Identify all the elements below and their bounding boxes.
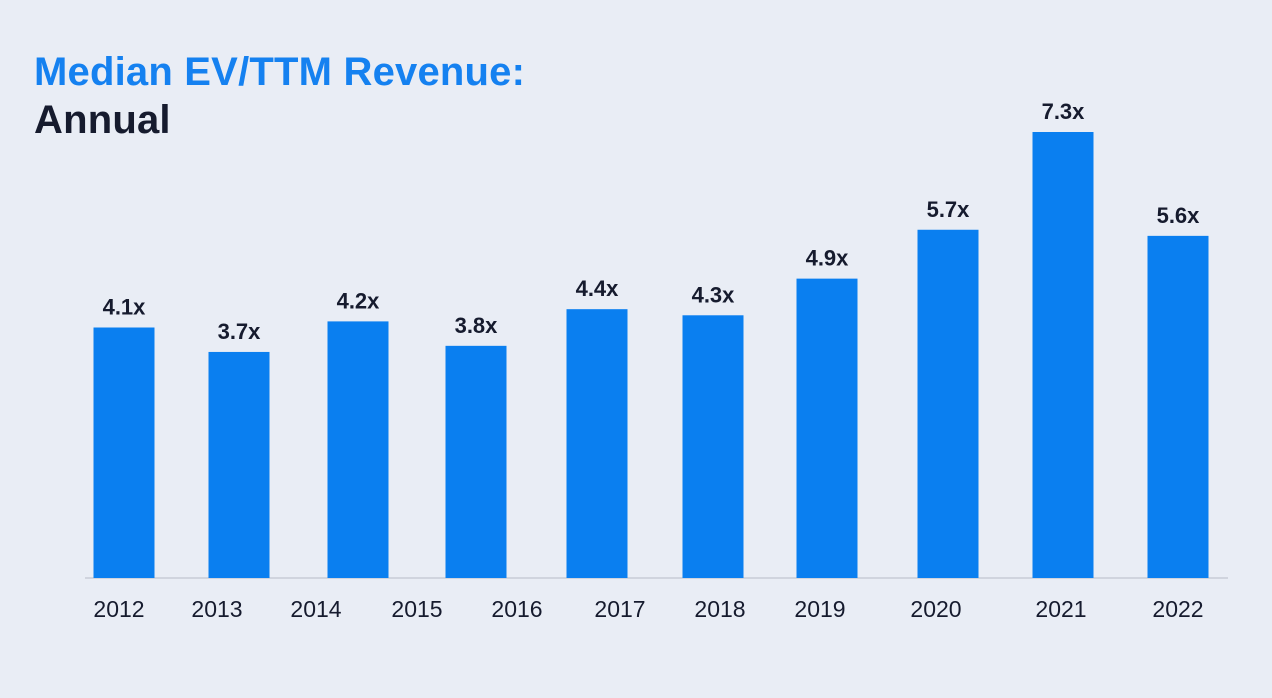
bar-value-label-2014: 4.2x — [337, 288, 381, 313]
chart-subtitle: Annual — [34, 98, 171, 142]
bar-2021 — [1032, 132, 1094, 578]
bar-value-label-2019: 4.9x — [806, 246, 850, 271]
bar-value-label-2022: 5.6x — [1157, 203, 1201, 228]
bar-value-label-2013: 3.7x — [218, 319, 262, 344]
x-tick-label-2012: 2012 — [93, 596, 144, 622]
x-tick-label-2020: 2020 — [910, 596, 961, 622]
chart-title: Median EV/TTM Revenue: — [34, 50, 526, 94]
bar-2022 — [1147, 235, 1209, 578]
bar-2019 — [796, 278, 858, 578]
bar-2014 — [327, 321, 389, 578]
x-tick-label-2022: 2022 — [1152, 596, 1203, 622]
bar-2018 — [682, 315, 744, 578]
bar-2015 — [445, 345, 507, 578]
bar-2013 — [208, 351, 270, 578]
bar-value-label-2012: 4.1x — [103, 295, 147, 320]
x-tick-label-2014: 2014 — [290, 596, 341, 622]
x-tick-label-2015: 2015 — [391, 596, 442, 622]
bar-value-label-2017: 4.4x — [576, 276, 620, 301]
bar-value-label-2015: 3.8x — [455, 313, 499, 338]
bar-2012 — [93, 327, 155, 578]
x-tick-label-2018: 2018 — [694, 596, 745, 622]
bar-2020 — [917, 229, 979, 578]
bar-2017 — [566, 309, 628, 578]
bar-value-label-2020: 5.7x — [927, 197, 971, 222]
x-tick-label-2013: 2013 — [191, 596, 242, 622]
x-tick-label-2016: 2016 — [491, 596, 542, 622]
x-tick-label-2021: 2021 — [1035, 596, 1086, 622]
bar-value-label-2018: 4.3x — [692, 282, 736, 307]
x-tick-label-2019: 2019 — [794, 596, 845, 622]
x-tick-label-2017: 2017 — [594, 596, 645, 622]
title-block: Median EV/TTM Revenue: Annual — [34, 48, 525, 144]
bar-value-label-2021: 7.3x — [1042, 99, 1086, 124]
